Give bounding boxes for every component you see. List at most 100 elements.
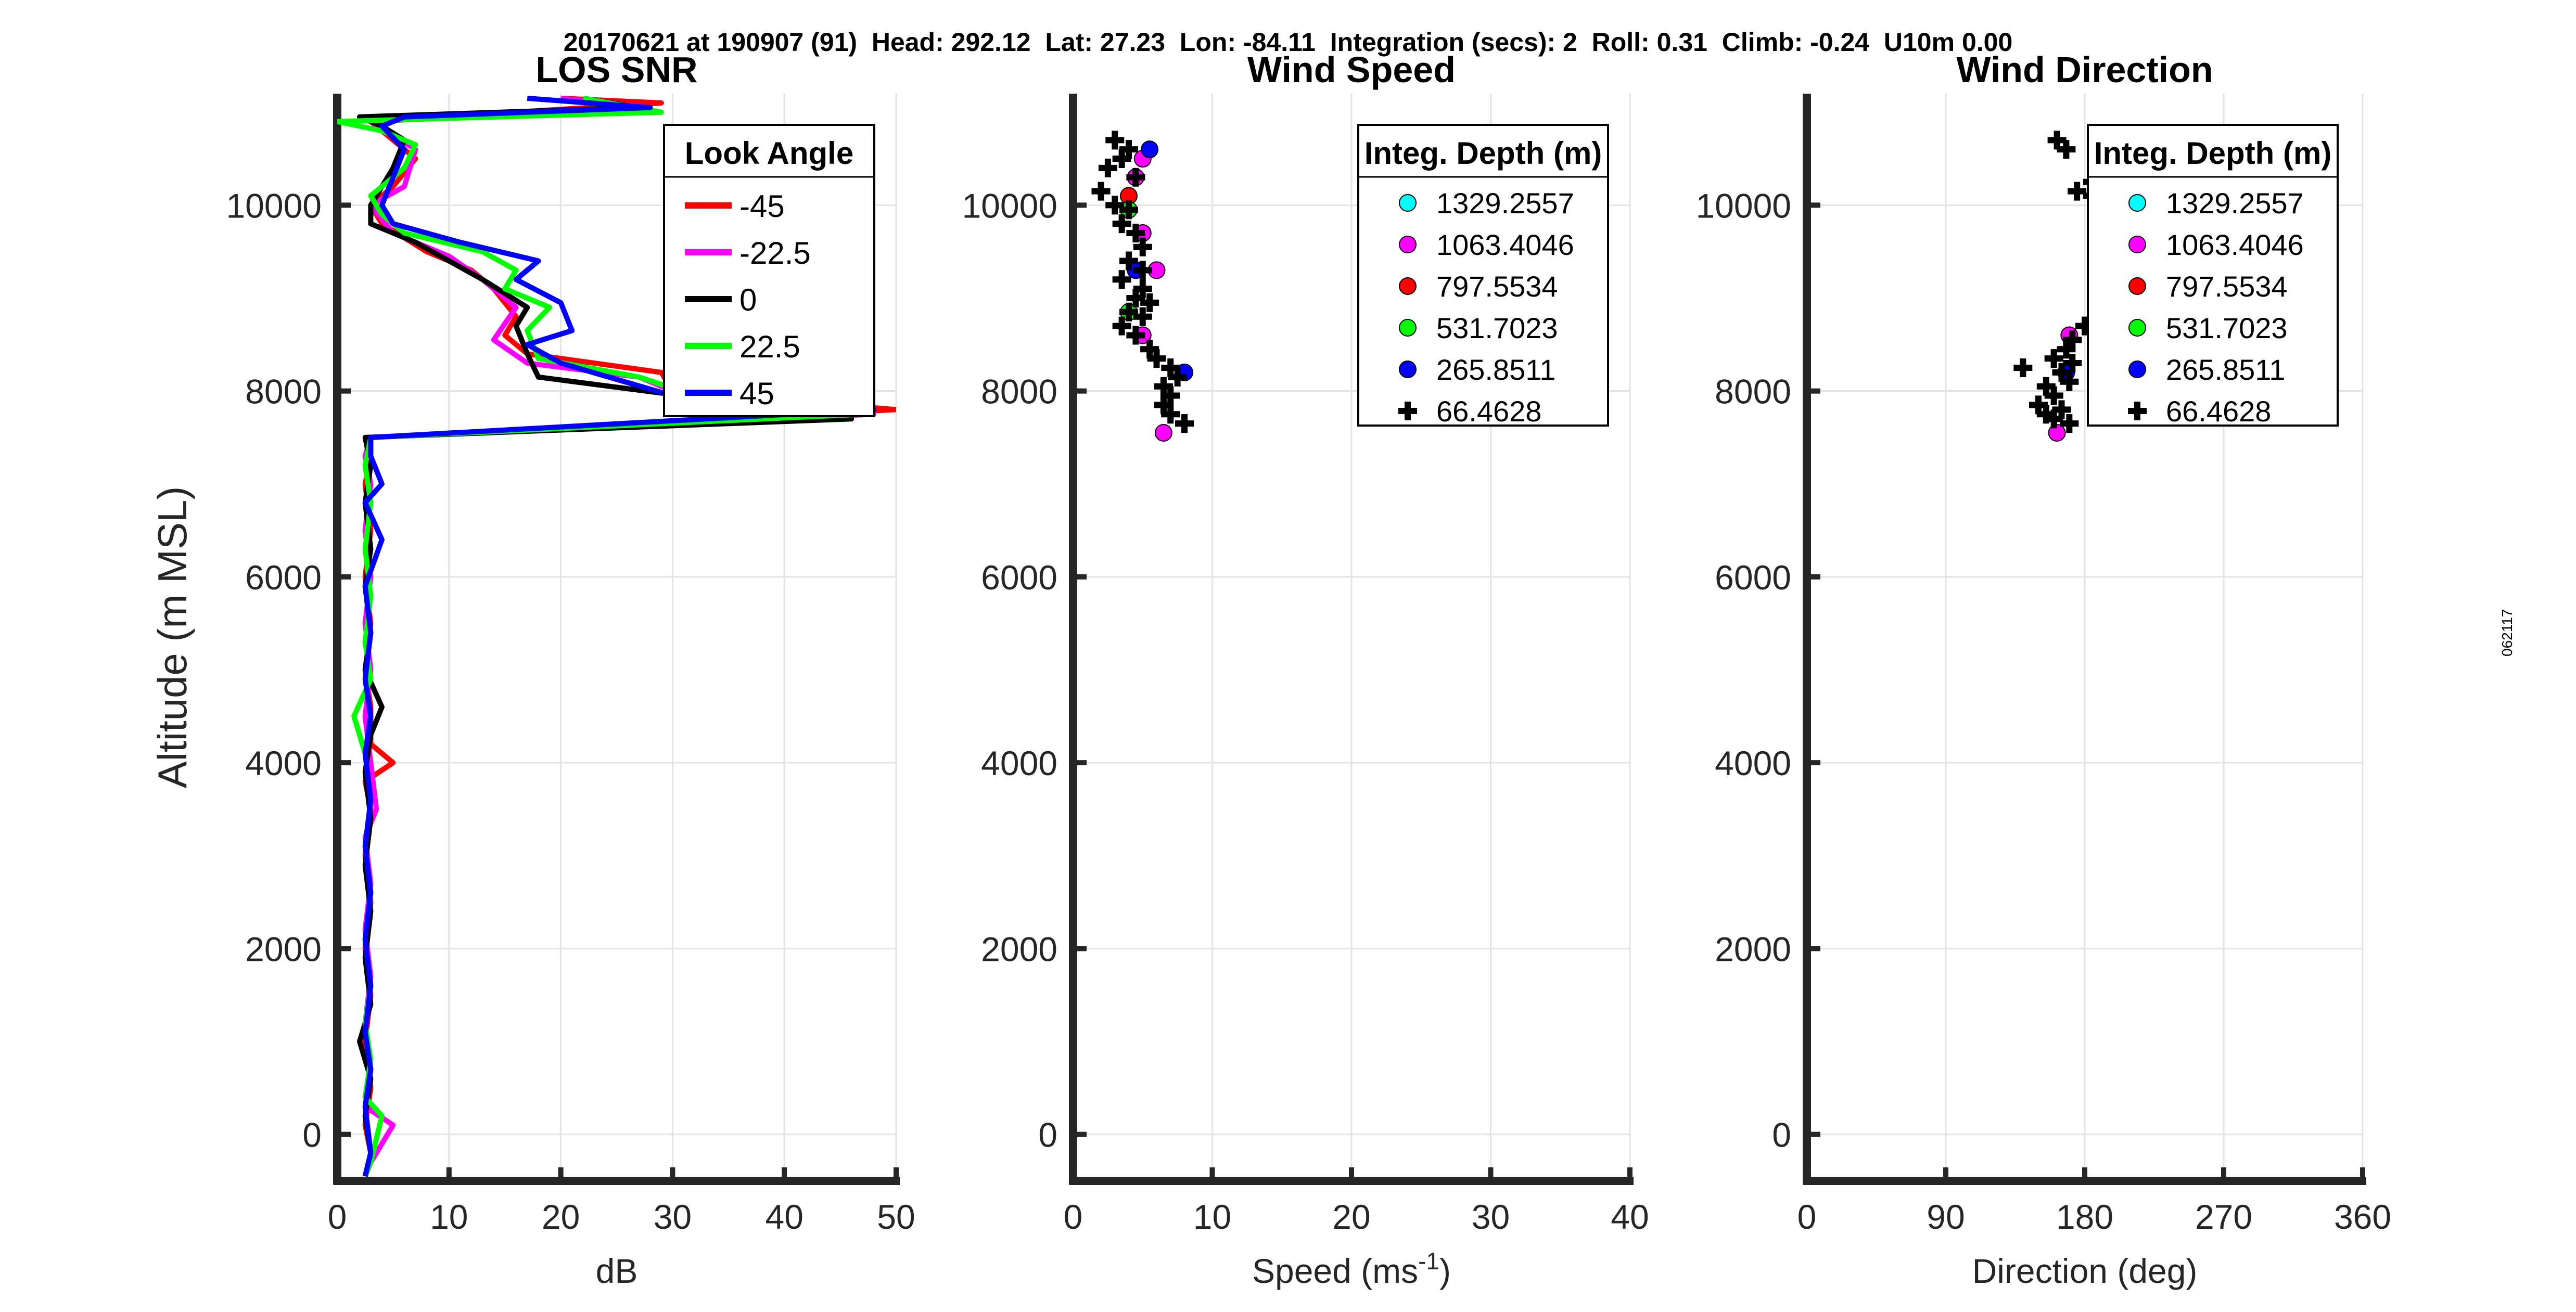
x-axis-label: Direction (deg) [1972,1252,2198,1290]
y-tick-label: 0 [1772,1116,1791,1154]
x-tick-label: 30 [1472,1198,1510,1236]
data-point-plus [1112,214,1131,234]
y-tick-label: 0 [302,1116,322,1154]
y-tick-label: 8000 [981,372,1057,411]
chart-panel-1: 0 10 20 30 40 50 0 2000 4000 6000 8000 10000 LOS SNR… [149,49,915,1290]
data-point-plus [1161,405,1180,424]
y-tick-label: 4000 [981,744,1057,782]
data-point-plus [2068,182,2087,201]
data-point-circle [1141,140,1159,159]
data-point-plus [1175,414,1194,433]
legend-label: 1329.2557 [1436,187,1574,220]
legend-swatch [1398,402,1417,420]
x-tick-label: 270 [2195,1198,2252,1236]
x-tick-label: 180 [2056,1198,2113,1236]
y-tick-label: 2000 [981,930,1057,968]
x-tick-label: 20 [542,1198,580,1236]
x-tick-label: 360 [2334,1198,2391,1236]
legend-swatch [2128,319,2146,337]
data-point-plus [1140,293,1159,312]
x-axis-label-superscript: -1 [1418,1247,1439,1275]
x-tick-label: 30 [654,1198,692,1236]
legend-label: 1063.4046 [2166,228,2304,261]
data-point-plus [1133,237,1152,256]
y-tick-label: 0 [1038,1116,1057,1154]
legend-label: 531.7023 [1436,312,1558,344]
legend-swatch [2128,194,2146,212]
data-point-plus [1091,182,1111,201]
data-point-plus [2044,349,2063,368]
data-point-plus [1119,302,1138,321]
chart-title: LOS SNR [535,49,697,90]
y-tick-label: 10000 [1695,186,1791,225]
chart-panel-2: 0 10 20 30 40 0 2000 4000 6000 8000 10000 Wind Spee… [962,49,1649,1290]
x-tick-label: 0 [328,1198,347,1236]
data-point-plus [1126,326,1145,345]
legend-label: 531.7023 [2166,312,2288,344]
legend-title: Integ. Depth (m) [1364,136,1602,171]
data-point-plus [1133,307,1152,326]
legend-swatch [1399,194,1417,212]
figure-suptitle: 20170621 at 190907 (91) Head: 292.12 Lat… [563,28,2013,57]
data-point-plus [1119,200,1138,220]
data-point-plus [2063,354,2082,373]
y-tick-label: 10000 [962,186,1057,225]
data-point-plus [2060,414,2079,433]
legend-label: 22.5 [739,329,800,364]
legend-title: Integ. Depth (m) [2094,136,2332,171]
y-axis-label: Altitude (m MSL) [149,486,195,789]
plot-area [1091,131,1194,442]
data-point-plus [1112,149,1131,169]
legend: Integ. Depth (m) 1329.2557 1063.4046 797.55… [2087,124,2339,428]
y-tick-label: 2000 [1715,930,1791,968]
legend-swatch [2128,277,2146,295]
x-tick-label: 10 [1193,1198,1231,1236]
x-axis-label: dB [596,1252,638,1290]
legend-swatch [2128,361,2146,378]
legend-label: 0 [739,282,757,317]
legend-swatch [2128,236,2146,253]
legend-swatch [1399,361,1417,378]
data-point-plus [1126,223,1145,242]
x-tick-label: 40 [1611,1198,1649,1236]
y-tick-label: 2000 [245,930,322,968]
x-tick-label: 0 [1797,1198,1817,1236]
chart-panel-3: 0 90 180 270 360 0 2000 4000 6000 8000 10000 Wind D… [1695,49,2391,1290]
y-tick-label: 6000 [981,558,1057,597]
data-point-plus [1133,261,1152,280]
legend-label: 66.4628 [1436,395,1541,428]
x-tick-label: 10 [430,1198,468,1236]
legend-box [1357,124,1609,427]
legend-label: 45 [739,376,774,411]
data-point-plus [1105,196,1125,215]
x-tick-label: 40 [765,1198,803,1236]
data-point-plus [1105,131,1125,150]
y-tick-label: 4000 [1715,744,1791,782]
legend: Look Angle -45 -22.5 0 22.5 45 [663,124,875,417]
data-point-plus [2044,386,2063,405]
legend-label: 797.5534 [1436,270,1558,303]
x-tick-label: 50 [877,1198,915,1236]
data-point-plus [1147,349,1166,368]
y-tick-label: 4000 [245,744,322,782]
legend-label: 265.8511 [1436,353,1555,386]
legend-label: -45 [739,189,785,224]
legend-label: 1329.2557 [2166,187,2304,220]
legend-label: 1063.4046 [1436,228,1574,261]
data-point-plus [2057,340,2076,359]
data-point-plus [1098,158,1117,177]
data-point-plus [1126,288,1145,307]
legend-swatch [1399,236,1417,253]
data-point-plus [2057,140,2076,159]
legend-title: Look Angle [685,136,853,171]
side-stamp: 062117 [2499,609,2515,657]
chart-title: Wind Speed [1247,49,1456,90]
data-point-plus [2044,409,2063,429]
data-point-plus [1112,270,1131,289]
legend-label: 797.5534 [2166,270,2288,303]
y-tick-label: 8000 [245,372,322,411]
legend-swatch [1399,277,1417,295]
x-axis-label-end: ) [1439,1252,1451,1290]
data-point-plus [1112,316,1131,336]
